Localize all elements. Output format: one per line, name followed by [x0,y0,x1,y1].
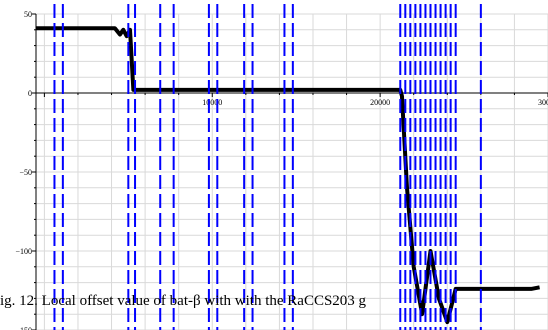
series-line-0 [36,26,540,325]
x-tick-label: 30000 [538,98,548,107]
y-tick-label: −150 [15,326,32,330]
y-tick-label: −100 [15,247,32,256]
series-layer [36,4,540,330]
y-tick-label: −50 [19,168,32,177]
x-tick-label: 10000 [202,98,222,107]
tick-labels: 10000 20000 30000 50 0 −50 −100 −150 [15,10,548,330]
x-tick-label: 20000 [370,98,390,107]
y-tick-label: 50 [24,10,32,19]
y-tick-label: 0 [28,89,32,98]
